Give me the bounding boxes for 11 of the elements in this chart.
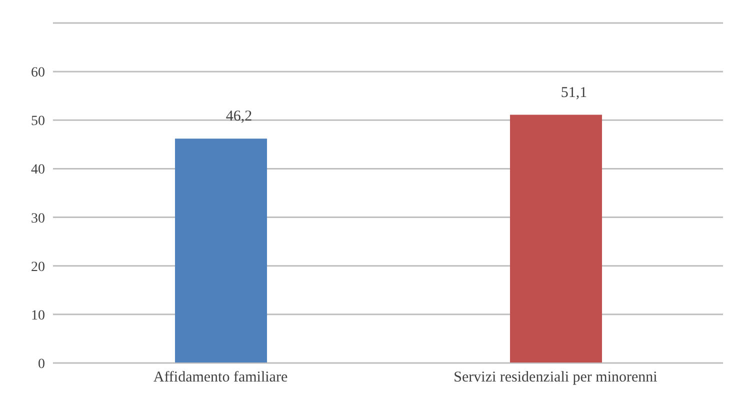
x-tick-label: Affidamento familiare [153,370,288,386]
data-label: 46,2 [226,108,252,125]
x-tick-label: Servizi residenziali per minorenni [454,370,658,386]
y-tick-label: 40 [31,162,45,178]
y-tick-label: 50 [31,114,45,130]
y-tick-label: 60 [31,66,45,81]
y-tick-label: 20 [31,260,45,275]
y-tick-label: 30 [31,211,45,226]
y-tick-label: 0 [38,356,45,372]
y-tick-label: 10 [31,308,45,324]
data-label: 51,1 [560,84,588,101]
